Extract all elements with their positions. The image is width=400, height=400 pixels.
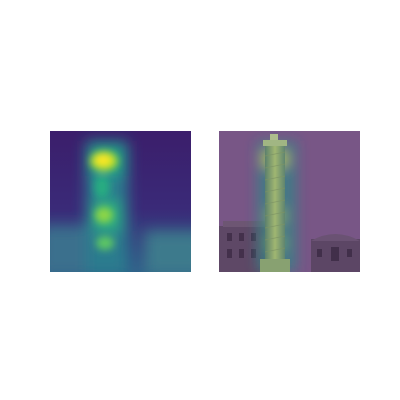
attention-heatmap: [50, 131, 191, 272]
heatmap-overlay-photo: [219, 131, 360, 272]
